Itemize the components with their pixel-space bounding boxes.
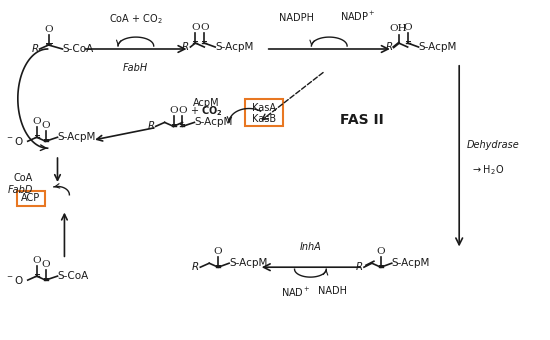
Text: O: O (41, 121, 50, 130)
Text: CoA: CoA (13, 173, 32, 183)
Text: O: O (169, 106, 178, 116)
Text: O: O (377, 247, 385, 256)
Text: FAS II: FAS II (340, 114, 384, 128)
Text: O: O (41, 260, 50, 269)
Text: NADPH: NADPH (279, 13, 314, 23)
Text: O: O (403, 23, 412, 32)
Text: S-AcpM: S-AcpM (392, 258, 430, 268)
Text: R: R (182, 42, 189, 52)
Text: O: O (32, 256, 41, 265)
Text: $^-$O: $^-$O (5, 274, 24, 286)
Text: S-AcpM: S-AcpM (194, 117, 233, 128)
Text: FabH: FabH (123, 63, 148, 73)
Text: O: O (191, 23, 200, 32)
Text: S-AcpM: S-AcpM (58, 132, 96, 142)
Text: KasA: KasA (252, 103, 276, 113)
Text: ACP: ACP (21, 193, 40, 203)
Text: InhA: InhA (300, 242, 321, 252)
Text: NAD$^+$: NAD$^+$ (280, 286, 310, 299)
Text: FabD: FabD (7, 185, 32, 195)
Text: AcpM: AcpM (193, 98, 219, 107)
Text: O: O (214, 247, 223, 256)
Text: Dehydrase: Dehydrase (467, 140, 520, 150)
Text: O: O (178, 106, 187, 116)
Text: $\rightarrow$H$_2$O: $\rightarrow$H$_2$O (471, 163, 504, 177)
Text: S-AcpM: S-AcpM (229, 258, 267, 268)
Text: S-CoA: S-CoA (63, 44, 94, 54)
Text: S-AcpM: S-AcpM (215, 42, 254, 52)
Text: OH: OH (390, 24, 408, 33)
Text: R: R (147, 121, 155, 131)
FancyBboxPatch shape (245, 99, 283, 126)
Text: NADH: NADH (318, 286, 346, 296)
Text: R: R (31, 44, 38, 54)
Text: NADP$^+$: NADP$^+$ (340, 10, 376, 23)
Text: KasB: KasB (252, 115, 276, 124)
Text: $^-$O: $^-$O (5, 135, 24, 147)
Text: S-AcpM: S-AcpM (419, 42, 457, 52)
Text: R: R (386, 42, 393, 52)
Text: O: O (200, 23, 208, 32)
Text: CoA + CO$_2$: CoA + CO$_2$ (109, 12, 163, 26)
Text: O: O (32, 117, 41, 126)
Text: O: O (44, 25, 53, 34)
Text: R: R (356, 262, 363, 272)
Text: S-CoA: S-CoA (58, 271, 89, 281)
Text: R: R (192, 262, 199, 272)
FancyBboxPatch shape (17, 191, 45, 206)
Text: + $\mathbf{CO_2}$: + $\mathbf{CO_2}$ (190, 105, 223, 118)
